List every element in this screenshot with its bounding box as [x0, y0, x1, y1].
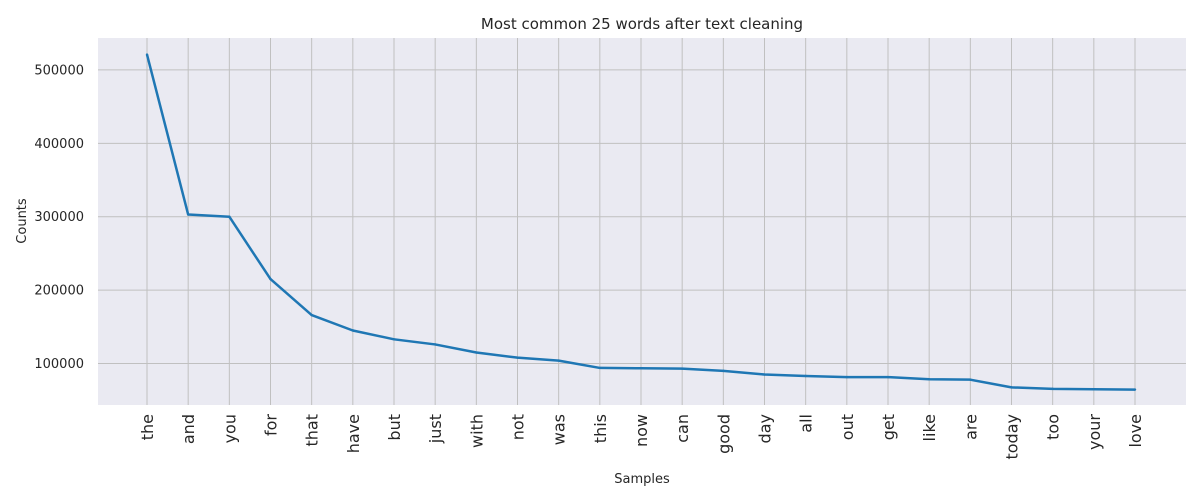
- data-point: [516, 356, 519, 359]
- data-point: [475, 351, 478, 354]
- grid: [98, 38, 1186, 405]
- data-point: [1010, 386, 1013, 389]
- x-tick-label: just: [426, 414, 445, 444]
- x-tick-label: too: [1044, 414, 1063, 440]
- x-tick-label: today: [1003, 414, 1022, 460]
- x-tick-label: out: [838, 414, 857, 440]
- x-tick-label: all: [797, 414, 816, 433]
- data-point: [145, 53, 149, 56]
- data-point: [639, 367, 643, 370]
- data-point: [763, 373, 766, 376]
- x-tick-label: get: [879, 414, 898, 440]
- x-tick-label: was: [550, 414, 569, 445]
- x-tick-label: you: [220, 414, 239, 443]
- data-point: [927, 378, 931, 381]
- y-axis-title: Counts: [15, 198, 30, 244]
- x-tick-label: this: [591, 414, 610, 443]
- data-point: [722, 369, 725, 373]
- y-tick-labels: 100000 200000 300000 400000 500000: [34, 63, 84, 372]
- data-point: [1092, 388, 1096, 391]
- x-tick-label: for: [262, 414, 281, 436]
- x-tick-label: good: [714, 414, 733, 454]
- x-axis-title: Samples: [614, 472, 670, 487]
- x-tick-label: but: [385, 414, 404, 441]
- x-tick-label: the: [138, 414, 157, 440]
- data-point: [228, 215, 231, 218]
- x-tick-label: with: [467, 414, 486, 448]
- x-tick-label: not: [509, 414, 528, 440]
- x-tick-label: and: [179, 414, 198, 444]
- y-tick-label: 100000: [34, 357, 84, 372]
- x-tick-label: day: [756, 414, 775, 443]
- x-tick-label: can: [673, 414, 692, 443]
- y-tick-label: 400000: [34, 137, 84, 152]
- plot-area: [98, 38, 1186, 405]
- x-tick-label: are: [961, 414, 980, 440]
- data-point: [310, 313, 313, 317]
- data-point: [392, 338, 396, 341]
- data-point: [680, 367, 684, 370]
- data-point: [804, 374, 807, 378]
- data-point: [433, 343, 437, 346]
- data-point: [186, 213, 190, 216]
- data-point: [351, 329, 355, 332]
- data-point: [886, 375, 890, 379]
- data-point: [969, 378, 972, 381]
- x-tick-label: love: [1126, 414, 1145, 448]
- data-point: [1051, 387, 1054, 391]
- x-tick-labels: the and you for that have but just with not was thi…: [138, 414, 1145, 460]
- x-tick-label: now: [632, 414, 651, 447]
- x-tick-label: have: [344, 414, 363, 453]
- y-tick-label: 500000: [34, 63, 84, 78]
- data-point: [598, 366, 602, 370]
- data-point: [1133, 388, 1137, 391]
- data-point: [557, 359, 560, 362]
- chart-title: Most common 25 words after text cleaning: [481, 15, 803, 33]
- y-tick-label: 200000: [34, 284, 84, 299]
- y-tick-label: 300000: [34, 210, 84, 225]
- series-layer: [145, 53, 1137, 391]
- data-point: [269, 277, 272, 281]
- x-tick-label: like: [920, 414, 939, 441]
- x-tick-label: your: [1085, 414, 1104, 450]
- x-tick-label: that: [303, 414, 322, 447]
- data-point: [845, 375, 849, 379]
